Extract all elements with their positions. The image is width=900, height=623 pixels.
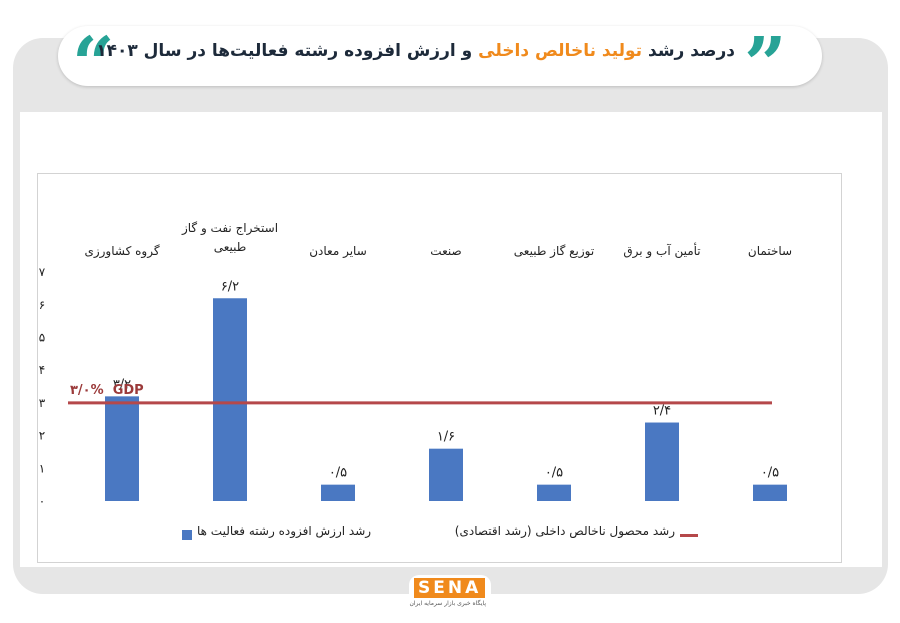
logo-subtitle: پایگاه خبری بازار سرمایه ایران bbox=[409, 600, 486, 607]
category-label: تأمین آب و برق bbox=[623, 244, 701, 258]
quote-open-icon: “ bbox=[72, 22, 115, 108]
bar-data-label: ۰/۵ bbox=[329, 466, 347, 481]
legend-bar-swatch bbox=[182, 530, 192, 540]
y-tick-label: ۱ bbox=[39, 461, 45, 475]
page-title: درصد رشد تولید ناخالص داخلی و ارزش افزود… bbox=[96, 41, 735, 61]
title-highlight: تولید ناخالص داخلی bbox=[478, 41, 643, 61]
bar bbox=[753, 484, 787, 501]
bar bbox=[537, 484, 571, 501]
y-tick-label: ۵ bbox=[39, 331, 45, 345]
y-tick-label: ۰ bbox=[39, 494, 45, 508]
title-part-2: و ارزش افزوده رشته فعالیت‌ها در سال ۱۴۰۳ bbox=[96, 41, 479, 61]
bar bbox=[321, 484, 355, 501]
y-tick-label: ۷ bbox=[39, 265, 46, 279]
quote-close-icon: ” bbox=[744, 22, 787, 108]
bar bbox=[645, 422, 679, 501]
bar-data-label: ۰/۵ bbox=[761, 466, 779, 481]
title-banner bbox=[58, 26, 822, 86]
title-part-1: درصد رشد bbox=[642, 41, 735, 61]
gdp-text-label: GDP bbox=[112, 383, 144, 398]
bar-data-label: ۶/۲ bbox=[221, 279, 239, 294]
category-label: سایر معادن bbox=[309, 244, 367, 258]
legend-line-label: رشد محصول ناخالص داخلی (رشد اقتصادی) bbox=[454, 524, 675, 538]
bar-data-label: ۱/۶ bbox=[437, 430, 455, 445]
category-label: صنعت bbox=[430, 244, 462, 258]
bar bbox=[429, 448, 463, 501]
y-tick-label: ۲ bbox=[39, 429, 45, 443]
category-label: ساختمان bbox=[747, 244, 793, 258]
legend-bar-label: رشد ارزش افزوده رشته فعالیت ها bbox=[197, 524, 372, 538]
category-label: گروه کشاورزی bbox=[84, 244, 160, 258]
bar-data-label: ۰/۵ bbox=[545, 466, 563, 481]
y-tick-label: ۴ bbox=[39, 363, 45, 377]
category-label: استخراج نفت و گاز طبیعی bbox=[181, 221, 279, 254]
bar-data-label: ۲/۴ bbox=[653, 404, 671, 419]
sena-logo: SENA bbox=[414, 578, 486, 598]
bar bbox=[213, 298, 247, 501]
gdp-value-label: ۳/۰% bbox=[70, 383, 104, 398]
y-tick-label: ۳ bbox=[39, 396, 46, 410]
bar-data-label: ۳/۲ bbox=[113, 377, 131, 392]
gdp-reference-label: ۳/۰% GDP bbox=[70, 383, 144, 398]
y-tick-label: ۶ bbox=[39, 298, 45, 312]
legend-line-swatch bbox=[680, 534, 698, 537]
bar bbox=[105, 396, 139, 501]
category-label: توزیع گاز طبیعی bbox=[513, 244, 595, 258]
